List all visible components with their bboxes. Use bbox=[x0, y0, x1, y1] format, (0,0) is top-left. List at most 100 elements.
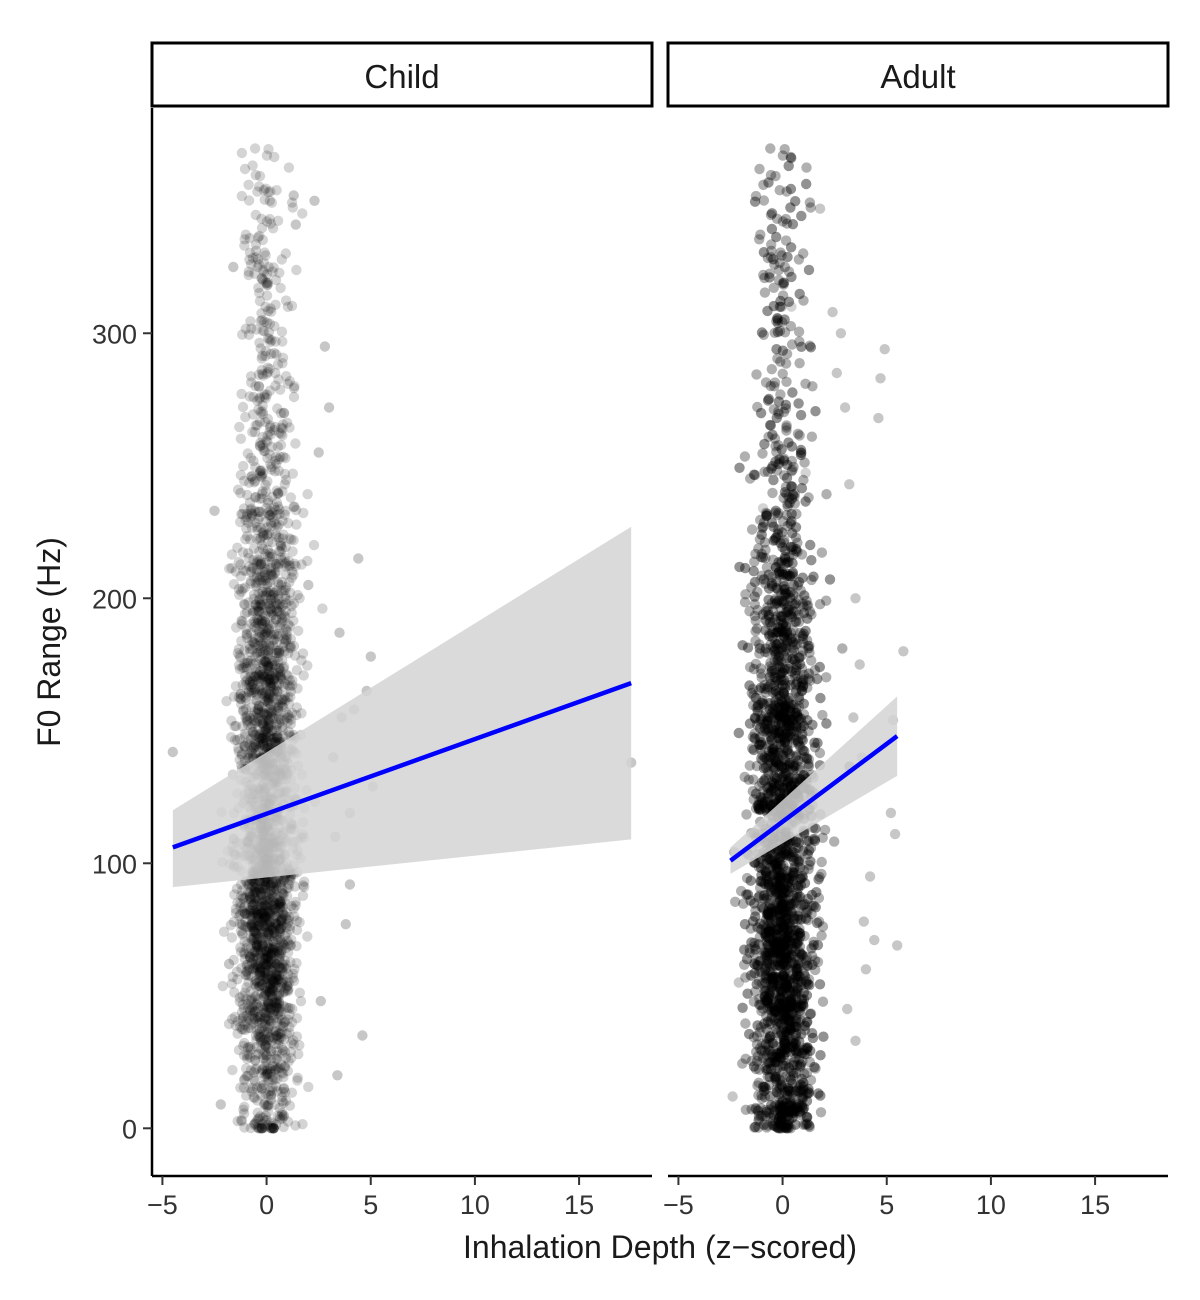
data-point bbox=[250, 651, 261, 662]
data-point bbox=[272, 628, 283, 640]
data-point bbox=[232, 484, 244, 495]
data-point bbox=[269, 151, 280, 163]
data-point bbox=[275, 665, 286, 677]
data-point bbox=[267, 266, 278, 277]
data-point bbox=[240, 670, 251, 682]
data-point bbox=[252, 910, 263, 921]
data-point bbox=[245, 722, 256, 733]
data-point bbox=[293, 625, 304, 636]
data-point bbox=[273, 487, 284, 498]
data-point bbox=[265, 1068, 276, 1079]
data-point bbox=[258, 623, 269, 634]
data-point bbox=[252, 1122, 263, 1133]
data-point bbox=[262, 727, 273, 738]
data-point bbox=[238, 1002, 250, 1014]
data-point bbox=[264, 213, 275, 225]
data-point bbox=[278, 968, 289, 980]
data-point bbox=[229, 987, 240, 998]
data-point bbox=[287, 968, 299, 979]
data-point bbox=[238, 690, 249, 702]
data-point bbox=[250, 976, 261, 987]
data-point bbox=[275, 877, 286, 889]
data-point bbox=[252, 887, 263, 898]
data-point bbox=[239, 475, 250, 487]
data-point bbox=[264, 1032, 275, 1043]
data-point bbox=[235, 689, 246, 700]
data-point bbox=[274, 951, 286, 962]
data-point bbox=[279, 468, 291, 480]
data-point bbox=[259, 656, 270, 667]
data-point bbox=[262, 985, 273, 997]
data-point bbox=[252, 186, 263, 197]
data-point bbox=[252, 712, 264, 723]
data-point bbox=[243, 886, 254, 898]
data-point bbox=[240, 661, 252, 673]
data-point bbox=[269, 655, 280, 666]
data-point bbox=[267, 640, 279, 651]
data-point bbox=[291, 519, 302, 530]
data-point bbox=[248, 637, 259, 648]
data-point bbox=[274, 671, 286, 682]
data-point bbox=[250, 1030, 262, 1042]
data-point bbox=[256, 701, 268, 713]
data-point bbox=[254, 1010, 266, 1022]
data-point bbox=[268, 262, 279, 273]
data-point bbox=[291, 924, 303, 936]
data-point bbox=[295, 996, 307, 1007]
data-point bbox=[244, 676, 256, 688]
data-point bbox=[267, 725, 279, 737]
data-point bbox=[249, 1006, 260, 1018]
data-point bbox=[274, 1102, 285, 1114]
data-point bbox=[245, 671, 256, 682]
data-point bbox=[251, 887, 262, 898]
data-point bbox=[268, 1025, 279, 1037]
data-point bbox=[278, 977, 289, 988]
data-point bbox=[237, 1024, 249, 1035]
data-point bbox=[276, 694, 288, 705]
data-point bbox=[267, 984, 278, 996]
data-point bbox=[257, 586, 269, 597]
data-point bbox=[265, 1046, 277, 1057]
data-point bbox=[276, 945, 288, 956]
data-point bbox=[283, 619, 294, 630]
data-point bbox=[246, 503, 257, 514]
data-point bbox=[273, 699, 285, 711]
panel-adult bbox=[727, 143, 909, 1134]
data-point bbox=[249, 683, 261, 695]
data-point bbox=[268, 1032, 279, 1043]
data-point bbox=[254, 632, 265, 643]
data-point bbox=[254, 468, 266, 479]
data-point bbox=[268, 896, 279, 907]
data-point bbox=[246, 1019, 257, 1030]
data-point bbox=[243, 179, 254, 190]
data-point bbox=[272, 562, 284, 573]
data-point bbox=[282, 1116, 294, 1127]
data-point bbox=[268, 943, 279, 955]
data-point bbox=[288, 615, 299, 626]
data-point bbox=[260, 638, 272, 649]
data-point bbox=[231, 883, 243, 894]
data-point bbox=[238, 460, 249, 472]
data-point bbox=[264, 551, 276, 562]
data-point bbox=[242, 448, 253, 459]
data-point bbox=[252, 962, 263, 974]
data-point bbox=[252, 615, 264, 626]
data-point bbox=[262, 710, 273, 721]
data-point bbox=[297, 208, 308, 219]
data-point bbox=[251, 716, 262, 727]
data-point bbox=[281, 707, 292, 718]
data-point bbox=[259, 194, 270, 205]
data-point bbox=[262, 950, 273, 961]
data-point bbox=[277, 543, 288, 554]
data-point bbox=[236, 586, 247, 597]
data-point bbox=[263, 889, 275, 900]
data-point bbox=[282, 626, 293, 637]
data-point bbox=[262, 522, 273, 533]
data-point bbox=[262, 905, 273, 916]
data-point bbox=[254, 981, 265, 992]
data-point bbox=[254, 337, 265, 348]
data-point bbox=[276, 977, 288, 988]
data-point bbox=[271, 647, 283, 659]
data-point bbox=[263, 697, 274, 708]
data-point bbox=[253, 595, 265, 606]
